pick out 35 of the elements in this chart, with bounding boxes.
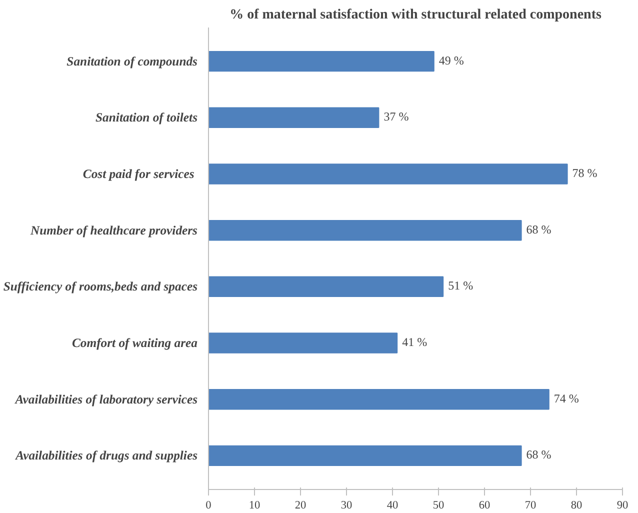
data-label: 74 %: [554, 391, 579, 406]
x-tick-label: 70: [524, 500, 536, 512]
data-label: 78 %: [572, 166, 598, 180]
y-tick-label: Availabilities of drugs and supplies: [14, 448, 198, 463]
bar: [208, 388, 550, 410]
y-tick-label: Availabilities of laboratory services: [14, 392, 198, 406]
bar: [208, 107, 380, 128]
x-tick-label: 80: [570, 500, 582, 512]
data-label: 37 %: [384, 110, 409, 124]
data-label: 51 %: [448, 278, 474, 293]
y-tick-label: Number of healthcare providers: [30, 223, 198, 238]
bar: [208, 276, 444, 298]
bar: [208, 50, 434, 72]
x-tick-label: 30: [340, 500, 352, 512]
x-tick-label: 90: [616, 500, 628, 512]
data-label: 68 %: [526, 448, 552, 462]
x-tick-label: 50: [432, 500, 444, 512]
chart-title: % of maternal satisfaction with structural related components: [230, 8, 602, 22]
x-tick-label: 40: [386, 500, 398, 512]
y-tick-label: Sanitation of compounds: [66, 54, 198, 68]
y-tick-label: Comfort of waiting area: [72, 336, 198, 350]
x-tick-label: 10: [248, 500, 260, 512]
x-tick-label: 20: [294, 500, 306, 512]
data-label: 68 %: [526, 222, 552, 236]
bar: [208, 445, 522, 466]
y-tick-label: Cost paid for services: [82, 166, 194, 181]
y-tick-label: Sufficiency of rooms,beds and spaces: [3, 280, 198, 294]
x-tick-label: 0: [206, 500, 212, 512]
bar: [208, 220, 522, 241]
bar: [208, 332, 398, 354]
y-tick-label: Sanitation of toilets: [96, 110, 198, 125]
bar: [208, 164, 568, 184]
data-label: 49 %: [438, 53, 464, 68]
x-tick-label: 60: [478, 500, 490, 512]
data-label: 41 %: [402, 335, 428, 350]
